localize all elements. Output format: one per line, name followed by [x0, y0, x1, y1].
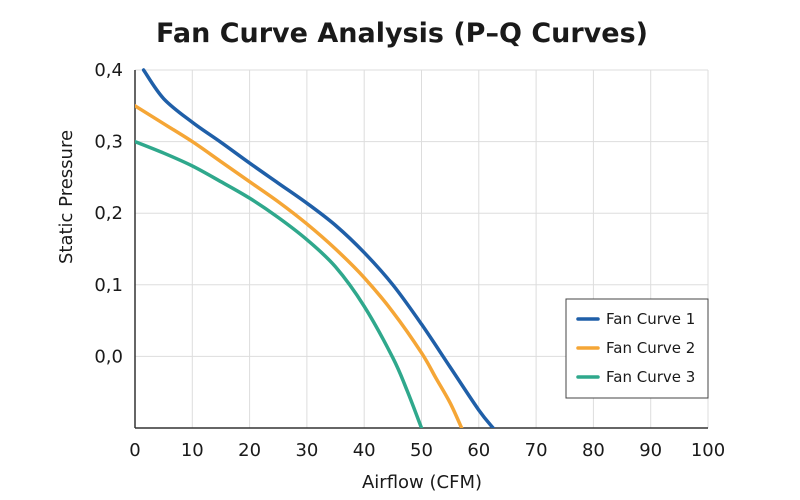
- x-tick-label: 80: [582, 440, 605, 461]
- x-tick-label: 90: [639, 440, 662, 461]
- legend-label: Fan Curve 1: [606, 310, 695, 328]
- grid: [134, 69, 709, 428]
- legend-label: Fan Curve 3: [606, 368, 695, 386]
- legend: Fan Curve 1 Fan Curve 2 Fan Curve 3: [565, 298, 709, 399]
- x-axis-label: Airflow (CFM): [362, 472, 482, 493]
- y-tick-label: 0,3: [94, 132, 123, 153]
- x-tick-label: 60: [467, 440, 490, 461]
- series-line-fan-curve-3: [135, 139, 424, 428]
- y-axis-label: Static Pressure: [56, 130, 77, 264]
- series-lines: [135, 68, 495, 428]
- x-tick-label: 50: [410, 440, 433, 461]
- y-tick-label: 0,4: [94, 60, 123, 81]
- y-tick-label: 0,0: [94, 346, 123, 367]
- x-tick-label: 40: [353, 440, 376, 461]
- series-line-fan-curve-2: [135, 104, 464, 428]
- y-tick-label: 0,1: [94, 275, 123, 296]
- x-tick-label: 30: [295, 440, 318, 461]
- x-tick-label: 100: [691, 440, 725, 461]
- x-tick-label: 0: [129, 440, 140, 461]
- tick-labels: 0 10 20 30 40 50 60 70 80 90 100 0,0 0,1 0,2 0,3 0,4: [94, 60, 725, 461]
- x-tick-label: 20: [238, 440, 261, 461]
- series-line-fan-curve-1: [141, 68, 495, 428]
- chart-title: Fan Curve Analysis (P–Q Curves): [156, 18, 648, 49]
- x-tick-label: 10: [181, 440, 204, 461]
- y-tick-label: 0,2: [94, 203, 123, 224]
- legend-label: Fan Curve 2: [606, 339, 695, 357]
- x-tick-label: 70: [525, 440, 548, 461]
